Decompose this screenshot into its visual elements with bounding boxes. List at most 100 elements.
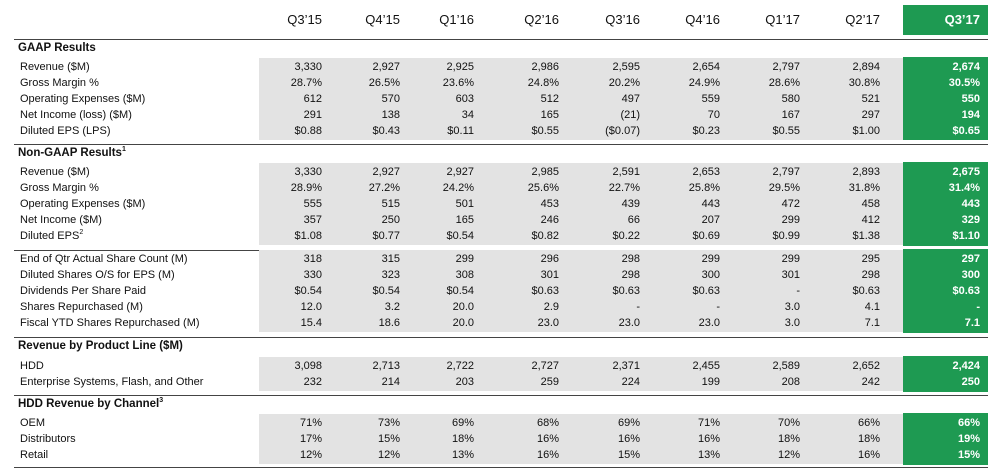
quarter-value: 443 <box>701 198 720 210</box>
quarter-value: 580 <box>781 93 800 105</box>
quarter-header: Q1’17 <box>765 12 800 27</box>
row-label: Retail <box>20 447 48 463</box>
quarter-value: 30.8% <box>848 77 880 89</box>
row-label-text: Gross Margin % <box>20 182 99 194</box>
quarter-value: 259 <box>540 376 559 388</box>
quarter-value: 34 <box>461 109 474 121</box>
quarter-value: 497 <box>621 93 640 105</box>
row-label: Enterprise Systems, Flash, and Other <box>20 374 203 390</box>
current-quarter-value: 194 <box>961 109 980 121</box>
quarter-value: 296 <box>540 253 559 265</box>
section-title-text: HDD Revenue by Channel <box>18 398 160 410</box>
quarter-value: 232 <box>303 376 322 388</box>
current-quarter-value: 30.5% <box>948 77 980 89</box>
current-quarter-highlight <box>903 249 988 333</box>
row-label-text: Revenue ($M) <box>20 166 90 178</box>
quarter-value: 3,098 <box>294 360 322 372</box>
quarter-value: 2,927 <box>372 166 400 178</box>
quarter-value: $0.69 <box>692 230 720 242</box>
current-quarter-value: 297 <box>961 253 980 265</box>
quarter-value: 138 <box>381 109 400 121</box>
quarter-value: 28.7% <box>290 77 322 89</box>
table-row: Revenue ($M) 3,330 2,927 2,927 2,985 2,591 2,6… <box>14 164 988 180</box>
quarter-value: 23.6% <box>442 77 474 89</box>
row-label: Net Income ($M) <box>20 212 102 228</box>
quarter-value: - <box>636 301 640 313</box>
quarter-value: 3,330 <box>294 61 322 73</box>
quarter-value: 66% <box>857 417 880 429</box>
current-quarter-value: 2,675 <box>952 166 980 178</box>
quarter-value: 199 <box>701 376 720 388</box>
current-quarter-value: 443 <box>961 198 980 210</box>
current-quarter-highlight <box>903 356 988 392</box>
quarter-value: (21) <box>620 109 640 121</box>
section-title-row: GAAP Results <box>14 40 988 56</box>
current-quarter-value: 300 <box>961 269 980 281</box>
row-label-text: Diluted EPS <box>20 230 80 242</box>
quarter-value: $0.88 <box>294 125 322 137</box>
quarter-value: 70 <box>707 109 720 121</box>
current-quarter-value: 329 <box>961 214 980 226</box>
quarter-value: 512 <box>540 93 559 105</box>
quarter-value: 318 <box>303 253 322 265</box>
quarter-value: $0.63 <box>531 285 559 297</box>
table-row: OEM 71% 73% 69% 68% 69% 71% 70% 66% 66% <box>14 415 988 431</box>
current-quarter-value: $0.63 <box>952 285 980 297</box>
table-row: Diluted EPS (LPS) $0.88 $0.43 $0.11 $0.55 ($0… <box>14 123 988 139</box>
table-row: Gross Margin % 28.9% 27.2% 24.2% 25.6% 22.7% 2… <box>14 180 988 196</box>
table-row: Shares Repurchased (M) 12.0 3.2 20.0 2.9 - - 3.… <box>14 299 988 315</box>
quarter-value: $0.43 <box>372 125 400 137</box>
quarter-value: 4.1 <box>864 301 880 313</box>
current-quarter-header: Q3’17 <box>903 5 988 35</box>
quarter-value: 439 <box>621 198 640 210</box>
row-label-text: Operating Expenses ($M) <box>20 93 146 105</box>
quarter-value: 2,654 <box>692 61 720 73</box>
quarter-value: $0.22 <box>612 230 640 242</box>
current-quarter-value: 31.4% <box>948 182 980 194</box>
quarter-value: 330 <box>303 269 322 281</box>
row-label: OEM <box>20 415 45 431</box>
row-label: End of Qtr Actual Share Count (M) <box>20 251 188 267</box>
quarter-value: 3.0 <box>784 317 800 329</box>
quarter-value: 246 <box>540 214 559 226</box>
quarter-value: 301 <box>540 269 559 281</box>
row-label-text: Gross Margin % <box>20 77 99 89</box>
quarter-value: 18.6 <box>378 317 400 329</box>
quarter-value: 27.2% <box>368 182 400 194</box>
quarter-value: 13% <box>697 449 720 461</box>
quarter-header: Q3’15 <box>287 12 322 27</box>
quarter-value: $0.23 <box>692 125 720 137</box>
quarter-value: 2,925 <box>446 61 474 73</box>
quarter-value: 295 <box>861 253 880 265</box>
quarter-value: 308 <box>455 269 474 281</box>
quarter-header: Q4’16 <box>685 12 720 27</box>
quarter-value: $0.63 <box>612 285 640 297</box>
quarter-value: 18% <box>451 433 474 445</box>
quarter-value: 2,591 <box>612 166 640 178</box>
quarter-value: 2.9 <box>543 301 559 313</box>
quarter-value: $0.63 <box>692 285 720 297</box>
quarter-value: 603 <box>455 93 474 105</box>
table-row: Distributors 17% 15% 18% 16% 16% 16% 18% 18% 19% <box>14 431 988 447</box>
quarter-value: 559 <box>701 93 720 105</box>
quarter-value: 2,727 <box>531 360 559 372</box>
quarter-value: 25.8% <box>688 182 720 194</box>
row-label: Net Income (loss) ($M) <box>20 107 132 123</box>
quarter-value: 299 <box>781 214 800 226</box>
quarter-value: 28.9% <box>290 182 322 194</box>
table-bottom-rule <box>14 467 988 468</box>
quarter-header: Q2’17 <box>845 12 880 27</box>
quarter-value: 15% <box>377 433 400 445</box>
row-label: Operating Expenses ($M) <box>20 91 145 107</box>
row-label: Shares Repurchased (M) <box>20 299 143 315</box>
quarter-value: 458 <box>861 198 880 210</box>
table-row: Enterprise Systems, Flash, and Other 232 2… <box>14 374 988 390</box>
footnote-marker: 3 <box>159 397 164 404</box>
current-quarter-value: 7.1 <box>964 317 980 329</box>
section-divider <box>14 337 988 338</box>
quarter-value: $0.11 <box>447 125 474 137</box>
current-quarter-value: 19% <box>957 433 980 445</box>
current-quarter-value: 15% <box>957 449 980 461</box>
row-label: Gross Margin % <box>20 75 99 91</box>
quarter-value: 24.8% <box>527 77 559 89</box>
